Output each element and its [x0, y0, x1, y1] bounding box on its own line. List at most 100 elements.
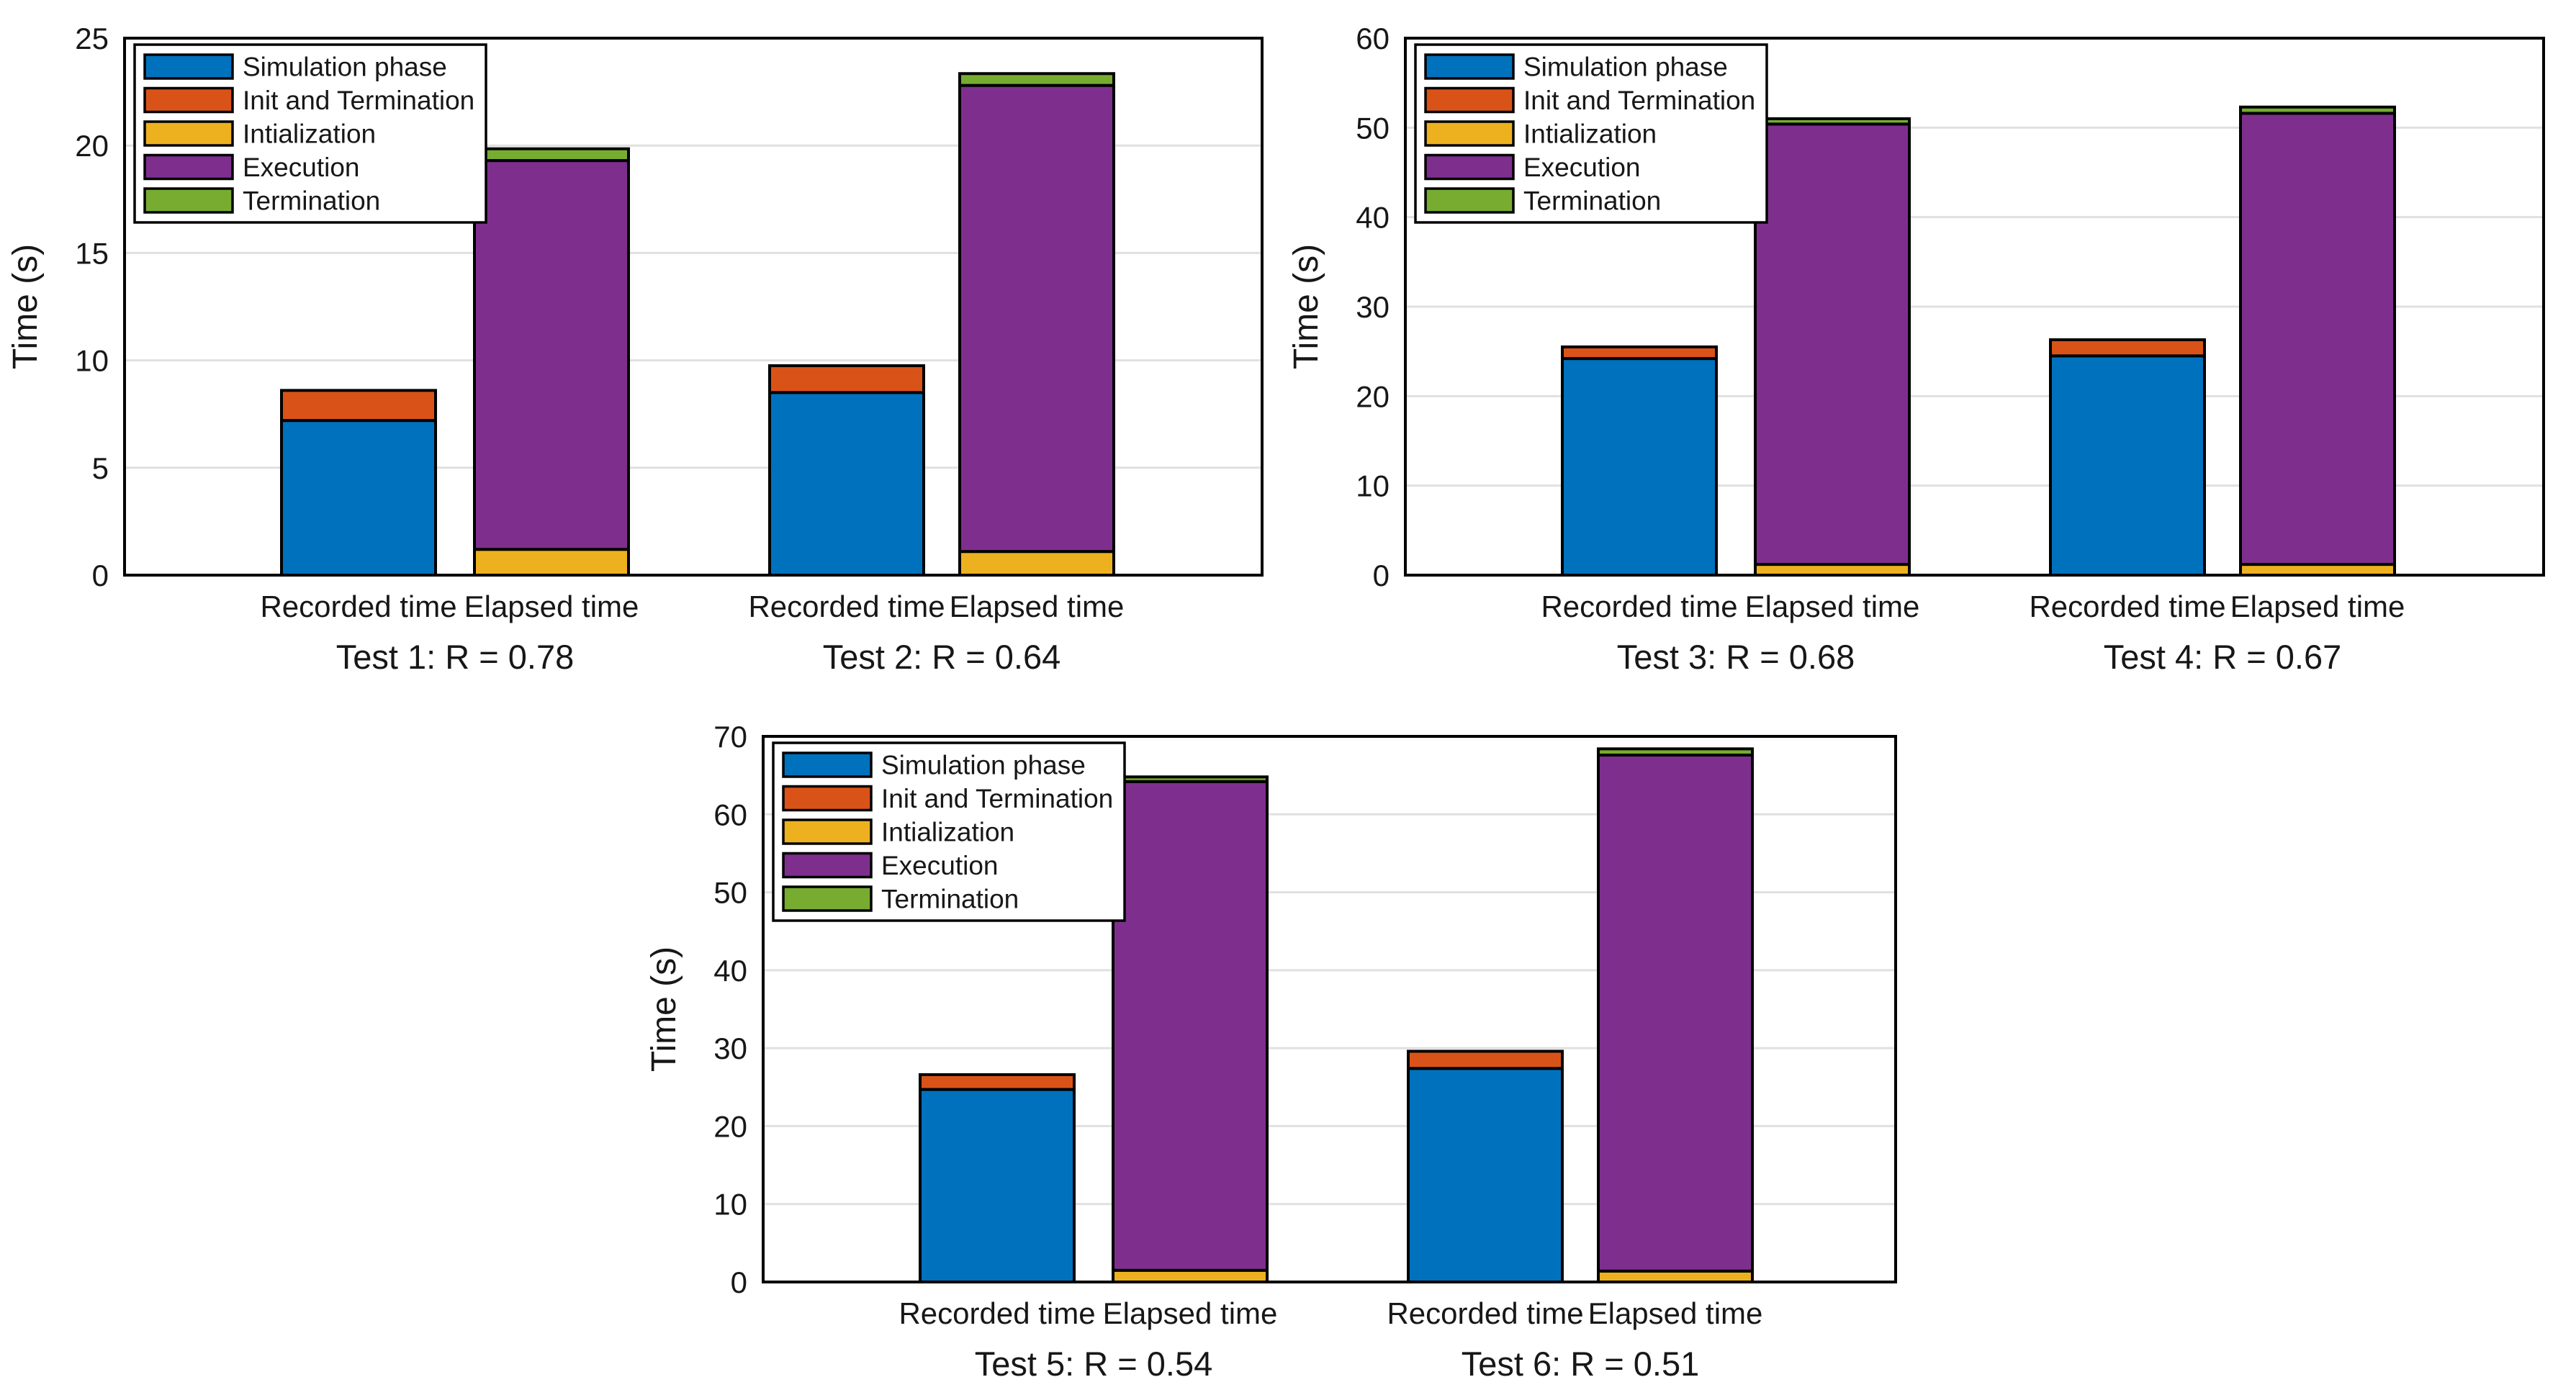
legend-swatch-execution	[1424, 153, 1515, 181]
plot-border	[1404, 37, 2545, 577]
legend-label: Simulation phase	[243, 53, 447, 82]
bar-segment-simulation-phase	[1561, 357, 1718, 577]
legend-label: Execution	[881, 851, 999, 880]
x-tick-label: Elapsed time	[464, 590, 639, 623]
y-axis-label: Time (s)	[645, 947, 683, 1072]
bar-segment-termination	[2239, 105, 2396, 115]
bar-segment-termination	[473, 147, 630, 163]
legend-swatch-init-and-termination	[143, 86, 234, 114]
x-tick-label: Recorded time	[899, 1296, 1095, 1330]
y-tick-label: 5	[92, 451, 109, 485]
y-tick-label: 0	[1373, 559, 1390, 592]
y-tick-label: 30	[1356, 290, 1390, 324]
bar-recorded-time	[768, 364, 925, 577]
legend: Simulation phase Init and Termination Inti…	[772, 741, 1126, 922]
legend-label: Termination	[243, 186, 380, 216]
x-tick-label: Elapsed time	[2230, 590, 2405, 623]
bar-segment-init-and-termination	[768, 364, 925, 394]
y-tick-label: 30	[713, 1031, 747, 1065]
test-label: Test 5: R = 0.54	[975, 1345, 1213, 1383]
legend-label: Execution	[1523, 153, 1641, 182]
x-tick-label: Recorded time	[260, 590, 456, 623]
legend-swatch-intialization	[782, 818, 873, 845]
test-label: Test 6: R = 0.51	[1462, 1345, 1700, 1383]
bar-segment-termination	[1597, 747, 1754, 757]
bar-elapsed-time	[958, 72, 1115, 577]
legend-swatch-termination	[782, 885, 873, 912]
bar-segment-execution	[473, 159, 630, 551]
bar-segment-termination	[958, 72, 1115, 87]
legend-swatch-init-and-termination	[782, 785, 873, 812]
legend-label: Termination	[881, 885, 1019, 914]
bar-segment-execution	[1112, 780, 1269, 1272]
bar-segment-init-and-termination	[2049, 338, 2206, 358]
bar-segment-simulation-phase	[768, 391, 925, 577]
legend-label: Simulation phase	[881, 751, 1086, 780]
y-tick-label: 20	[713, 1109, 747, 1143]
bar-recorded-time	[280, 389, 437, 577]
bar-segment-intialization	[1754, 563, 1911, 577]
y-tick-label: 60	[713, 798, 747, 831]
bar-segment-execution	[958, 83, 1115, 554]
y-tick-label: 20	[1356, 379, 1390, 413]
x-tick-label: Elapsed time	[1103, 1296, 1278, 1330]
bar-segment-init-and-termination	[919, 1073, 1076, 1091]
legend-label: Intialization	[243, 119, 376, 149]
bar-recorded-time	[2049, 338, 2206, 577]
bar-segment-init-and-termination	[1407, 1049, 1564, 1070]
legend-swatch-intialization	[1424, 120, 1515, 147]
bar-segment-termination	[1754, 117, 1911, 126]
legend-label: Termination	[1523, 186, 1661, 216]
subplot-chart-2: Recorded time Elapsed time Test 3: R = 0.6…	[1287, 22, 2545, 676]
y-tick-label: 60	[1356, 22, 1390, 55]
legend-swatch-simulation-phase	[782, 751, 873, 778]
y-tick-label: 70	[713, 720, 747, 754]
bar-elapsed-time	[1754, 117, 1911, 577]
legend: Simulation phase Init and Termination Inti…	[1414, 43, 1768, 224]
legend-swatch-termination	[143, 187, 234, 214]
x-tick-label: Recorded time	[748, 590, 945, 623]
bar-segment-simulation-phase	[1407, 1067, 1564, 1283]
bar-segment-init-and-termination	[1561, 345, 1718, 361]
bar-elapsed-time	[1112, 775, 1269, 1284]
legend: Simulation phase Init and Termination Inti…	[133, 43, 487, 224]
test-label: Test 3: R = 0.68	[1617, 638, 1855, 676]
legend-label: Intialization	[1523, 119, 1657, 149]
bar-segment-init-and-termination	[280, 389, 437, 423]
bar-segment-intialization	[2239, 563, 2396, 577]
legend-swatch-simulation-phase	[1424, 53, 1515, 80]
legend-label: Execution	[243, 153, 360, 182]
x-tick-label: Elapsed time	[1588, 1296, 1763, 1330]
y-tick-label: 40	[1356, 201, 1390, 235]
x-tick-label: Recorded time	[1387, 1296, 1583, 1330]
y-axis-label: Time (s)	[6, 244, 45, 369]
bar-segment-intialization	[473, 548, 630, 577]
y-tick-label: 10	[713, 1188, 747, 1222]
legend-swatch-intialization	[143, 120, 234, 147]
plot-border	[123, 37, 1264, 577]
y-tick-label: 20	[75, 129, 109, 163]
x-tick-label: Recorded time	[2029, 590, 2225, 623]
bar-segment-intialization	[1597, 1269, 1754, 1283]
y-tick-label: 40	[713, 954, 747, 988]
legend-label: Simulation phase	[1523, 53, 1728, 82]
bar-segment-execution	[1597, 753, 1754, 1273]
bar-segment-simulation-phase	[919, 1088, 1076, 1284]
y-tick-label: 25	[75, 22, 109, 55]
legend-swatch-termination	[1424, 187, 1515, 214]
legend-swatch-simulation-phase	[143, 53, 234, 80]
y-tick-label: 0	[92, 559, 109, 592]
y-tick-label: 15	[75, 236, 109, 270]
bar-segment-intialization	[958, 550, 1115, 577]
legend-swatch-init-and-termination	[1424, 86, 1515, 114]
y-tick-label: 50	[713, 876, 747, 910]
bar-segment-simulation-phase	[280, 419, 437, 577]
x-tick-label: Elapsed time	[950, 590, 1125, 623]
test-label: Test 1: R = 0.78	[336, 638, 575, 676]
bar-elapsed-time	[1597, 747, 1754, 1283]
